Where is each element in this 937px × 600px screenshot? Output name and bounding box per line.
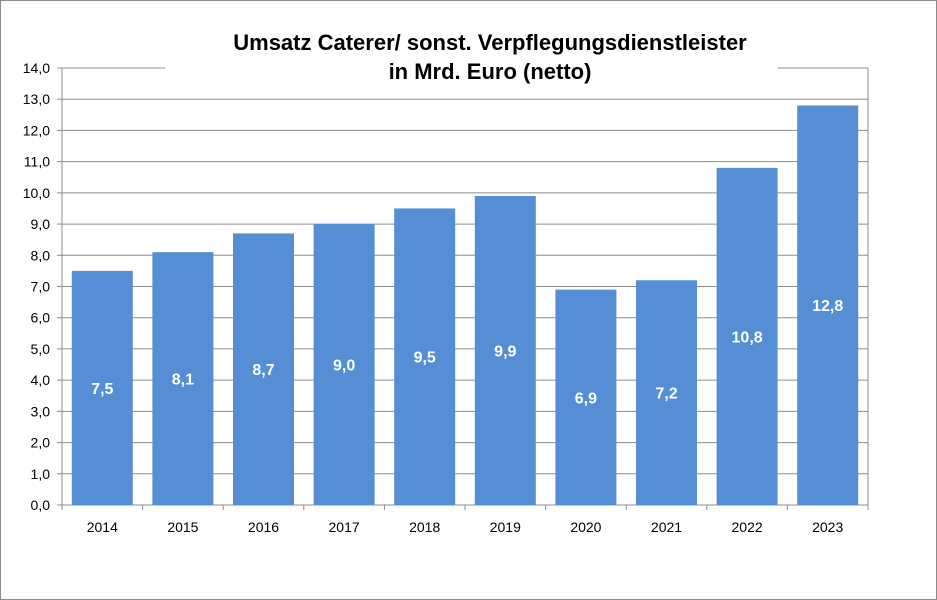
chart-title-line-2: in Mrd. Euro (netto) (388, 59, 592, 84)
y-tick-label: 14,0 (23, 60, 50, 76)
y-tick-label: 8,0 (31, 247, 51, 263)
x-tick-label: 2022 (732, 519, 763, 535)
y-tick-label: 2,0 (31, 435, 51, 451)
y-tick-label: 12,0 (23, 122, 50, 138)
y-tick-label: 5,0 (31, 341, 51, 357)
x-tick-label: 2019 (490, 519, 521, 535)
y-tick-label: 11,0 (24, 154, 50, 170)
data-label: 9,9 (494, 343, 516, 360)
y-axis-tick-labels: 0,0 1,0 2,0 3,0 4,0 5,0 6,0 7,0 8,0 9,0 10,0 11,0 12… (23, 60, 50, 513)
bar (474, 195, 536, 505)
data-label: 7,2 (655, 386, 677, 403)
y-tick-label: 4,0 (31, 372, 51, 388)
x-tick-label: 2014 (87, 519, 118, 535)
x-tick-label: 2021 (651, 519, 682, 535)
x-axis-tick-labels: 2014 2015 2016 2017 2018 2019 2020 2021 2022 2023 (87, 519, 844, 535)
y-tick-label: 0,0 (31, 497, 51, 513)
x-tick-label: 2015 (167, 519, 198, 535)
bar (71, 270, 133, 505)
bar (233, 233, 294, 505)
x-tick-label: 2020 (570, 519, 601, 535)
data-labels: 7,5 8,1 8,7 9,0 9,5 9,9 6,9 7,2 10,8 12,8 (91, 298, 843, 407)
bar (797, 105, 859, 505)
x-tick-label: 2023 (812, 519, 843, 535)
x-tick-label: 2017 (329, 519, 360, 535)
data-label: 8,7 (252, 362, 274, 379)
data-label: 7,5 (91, 381, 113, 398)
bar (152, 252, 214, 505)
y-tick-label: 9,0 (31, 216, 51, 232)
bar (555, 289, 617, 505)
data-label: 10,8 (732, 329, 763, 346)
bar (716, 167, 778, 505)
data-label: 12,8 (812, 298, 843, 315)
y-tick-label: 3,0 (31, 403, 51, 419)
chart-title: Umsatz Caterer/ sonst. Verpflegungsdiens… (100, 28, 880, 86)
y-tick-label: 10,0 (23, 185, 50, 201)
y-tick-label: 6,0 (31, 310, 51, 326)
y-tick-label: 1,0 (31, 466, 51, 482)
bar (313, 224, 375, 506)
y-tick-label: 7,0 (31, 279, 51, 295)
x-tick-label: 2016 (248, 519, 279, 535)
bars (71, 105, 859, 506)
data-label: 6,9 (575, 390, 597, 407)
x-tick-label: 2018 (409, 519, 440, 535)
data-label: 8,1 (172, 372, 194, 389)
chart-title-line-1: Umsatz Caterer/ sonst. Verpflegungsdiens… (233, 30, 747, 55)
bar (636, 280, 697, 505)
data-label: 9,5 (414, 350, 436, 367)
y-tick-label: 13,0 (23, 91, 50, 107)
data-label: 9,0 (333, 358, 355, 375)
bar (394, 208, 456, 505)
